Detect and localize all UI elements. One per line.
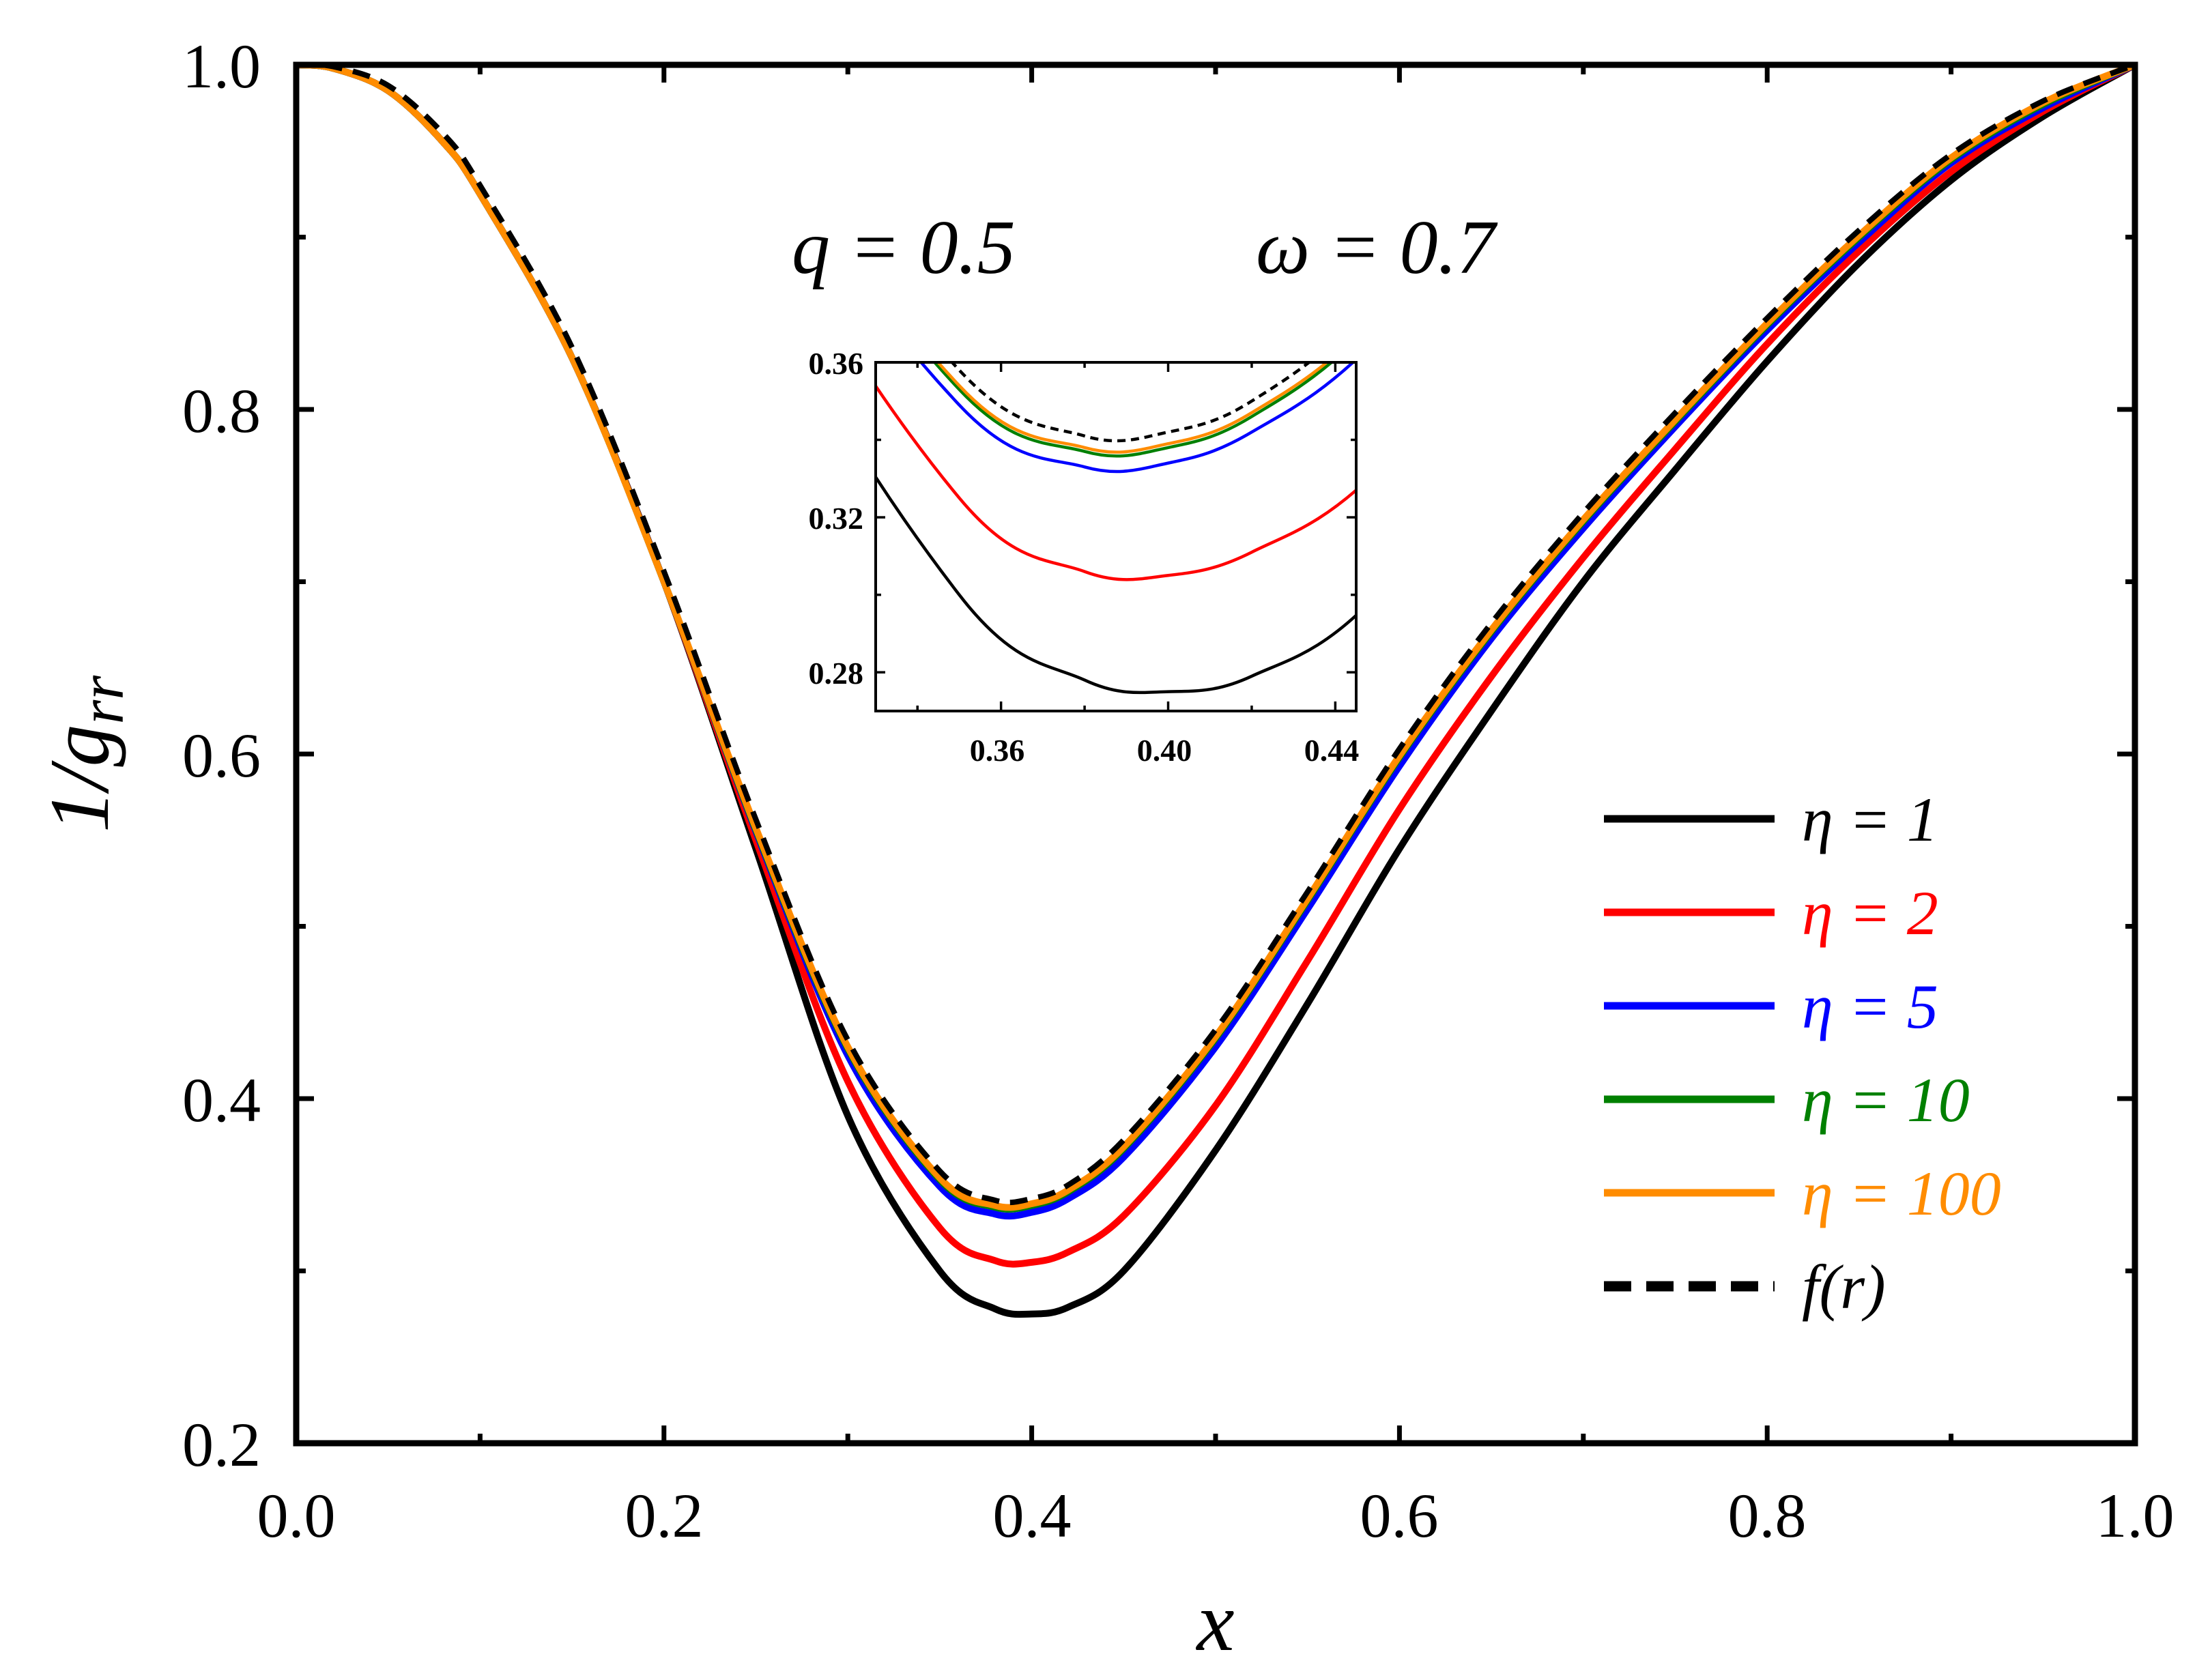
legend-label-eta-10: η = 10 — [1802, 1065, 1970, 1135]
x-tick-labels: 0.0 0.2 0.4 0.6 0.8 1.0 — [257, 1481, 2175, 1550]
y-axis-title: 1/grr — [33, 675, 137, 832]
inset-y-tick-label: 0.28 — [809, 656, 864, 691]
annotation-omega: ω = 0.7 — [1256, 205, 1498, 290]
series-line-f-r — [296, 65, 2135, 1206]
x-tick-label: 0.6 — [1360, 1481, 1439, 1550]
legend-label-eta-5: η = 5 — [1802, 972, 1938, 1041]
series-line-eta-100 — [296, 65, 2135, 1211]
x-tick-label: 0.4 — [993, 1481, 1072, 1550]
legend-label-f-r: f(r) — [1802, 1252, 1886, 1322]
inset-y-tick-label: 0.32 — [809, 501, 864, 536]
inset-plot: 0.36 0.40 0.44 0.28 0.32 0.36 — [809, 346, 1360, 768]
legend-label-eta-2: η = 2 — [1802, 878, 1938, 948]
inset-background — [876, 362, 1356, 711]
x-tick-label: 0.2 — [625, 1481, 704, 1550]
y-axis-title-sub: rr — [67, 675, 137, 725]
inset-series — [876, 362, 1356, 695]
main-ticks — [293, 62, 2138, 1446]
legend-label-eta-1: η = 1 — [1802, 785, 1938, 854]
y-tick-label: 1.0 — [182, 31, 261, 101]
inset-series-line-eta-2 — [876, 383, 1356, 581]
inset-series-line-eta-10 — [932, 362, 1334, 458]
inset-x-tick-label: 0.44 — [1304, 733, 1360, 768]
plot-frame — [293, 61, 2138, 1447]
inset-y-tick-label: 0.36 — [809, 346, 864, 381]
y-tick-label: 0.8 — [182, 376, 261, 446]
legend: η = 1 η = 2 η = 5 η = 10 η = 100 f(r) — [1604, 785, 2001, 1322]
inset-frame — [874, 361, 1358, 712]
y-axis-title-main: 1/g — [33, 725, 126, 832]
y-tick-label: 0.6 — [182, 721, 261, 790]
inset-series-line-eta-1 — [876, 474, 1356, 695]
x-axis-title: x — [1195, 1575, 1234, 1668]
annotation-q: q = 0.5 — [792, 205, 1016, 290]
main-series — [296, 65, 2135, 1318]
y-tick-label: 0.2 — [182, 1410, 261, 1479]
x-tick-label: 0.8 — [1728, 1481, 1807, 1550]
inset-x-tick-label: 0.36 — [970, 733, 1025, 768]
y-tick-label: 0.4 — [182, 1065, 261, 1135]
inset-series-line-eta-5 — [919, 362, 1355, 474]
x-tick-label: 1.0 — [2096, 1481, 2175, 1550]
inset-ticks — [876, 361, 1356, 711]
inset-series-line-eta-100 — [936, 362, 1330, 454]
x-tick-label: 0.0 — [257, 1481, 336, 1550]
y-tick-labels: 0.2 0.4 0.6 0.8 1.0 — [182, 31, 261, 1479]
legend-label-eta-100: η = 100 — [1802, 1159, 2001, 1228]
inset-x-tick-label: 0.40 — [1137, 733, 1192, 768]
